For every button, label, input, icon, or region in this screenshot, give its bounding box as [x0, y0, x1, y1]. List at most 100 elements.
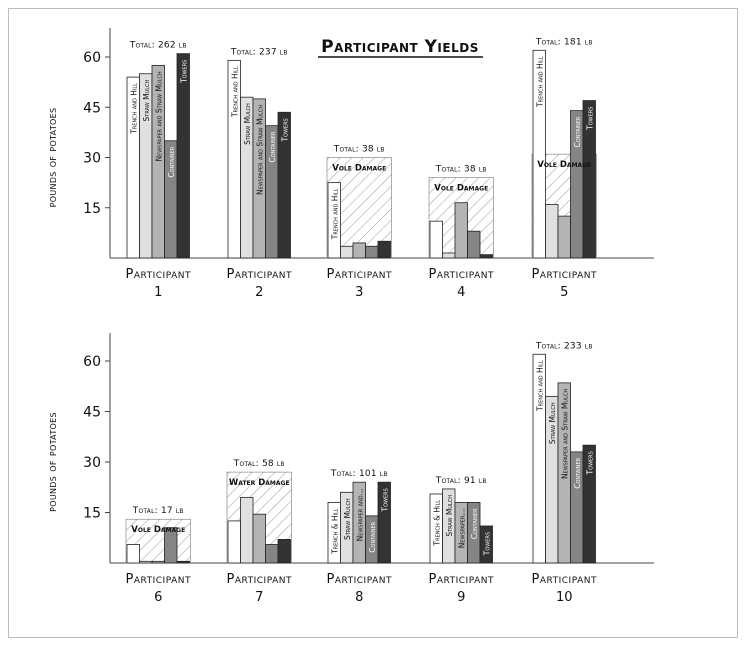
total-label: Total: 38 lb: [435, 165, 487, 175]
bar-label: Newspaper and Straw Mulch: [154, 71, 163, 161]
bar-label: Trench and Hill: [330, 188, 339, 240]
bar-container: [365, 245, 379, 259]
participant-number: 5: [560, 285, 568, 300]
y-tick-label: 30: [83, 151, 101, 167]
bar-label: Container: [573, 116, 582, 147]
total-label: Total: 237 lb: [230, 47, 288, 57]
bar-straw: [442, 252, 456, 259]
total-label: Total: 58 lb: [233, 459, 285, 469]
bar-label: Towers: [280, 118, 289, 142]
bar-towers: [277, 111, 291, 259]
bar-towers: [582, 100, 596, 259]
bar-straw: [240, 496, 254, 564]
participant-group-1: Trench and Hill Straw Mulch Newspaper and …: [126, 41, 191, 300]
participant-group-5: Trench and Hill Container Towers Vole Damag…: [532, 37, 597, 300]
bar-label: Trench and Hill: [230, 66, 239, 118]
bar-label: Straw Mulch: [445, 495, 454, 537]
participant-group-2: Trench and Hill Straw Mulch Newspaper and …: [227, 47, 292, 300]
bar-label: Straw Mulch: [343, 498, 352, 540]
bar-trench: [429, 220, 443, 259]
total-label: Total: 233 lb: [535, 341, 593, 351]
bar-label: Newspaper...: [457, 508, 466, 548]
bar-towers: [377, 240, 391, 259]
bar-label: Container: [268, 131, 277, 162]
bar-newspaper: [151, 560, 165, 564]
participant-number: 10: [556, 590, 573, 605]
bar-container: [467, 230, 481, 259]
bar-label: Newspaper and Straw Mulch: [255, 105, 264, 195]
participant-number: 7: [255, 590, 263, 605]
bar-towers: [176, 560, 190, 564]
bar-label: Straw Mulch: [243, 103, 252, 145]
bar-newspaper: [252, 513, 266, 564]
damage-label: Water Damage: [229, 478, 290, 488]
y-tick-label: 60: [83, 50, 101, 66]
participant-number: 2: [255, 285, 263, 300]
participant-label: Participant: [126, 267, 191, 282]
bar-label: Towers: [179, 60, 188, 84]
participant-number: 9: [457, 590, 465, 605]
participant-number: 8: [355, 590, 363, 605]
participant-label: Participant: [327, 267, 392, 282]
total-label: Total: 17 lb: [132, 506, 184, 516]
participant-number: 1: [154, 285, 162, 300]
bar-trench: [126, 544, 140, 564]
bar-label: Towers: [380, 488, 389, 512]
y-axis-label: pounds of potatoes: [45, 108, 59, 208]
bar-container: [265, 544, 279, 564]
y-tick-label: 15: [83, 201, 101, 217]
participant-label: Participant: [227, 267, 292, 282]
participant-number: 3: [355, 285, 363, 300]
bar-label: Trench & Hill: [432, 500, 441, 547]
bar-label: Newspaper and...: [355, 488, 364, 541]
damage-label: Vole Damage: [332, 164, 386, 174]
y-tick-label: 45: [83, 405, 101, 421]
damage-label: Vole Damage: [434, 184, 488, 194]
y-tick-label: 30: [83, 455, 101, 471]
bar-towers: [582, 444, 596, 564]
bar-label: Trench and Hill: [535, 360, 544, 412]
bar-container: [164, 527, 178, 564]
bar-towers: [479, 254, 493, 259]
bar-label: Towers: [482, 532, 491, 556]
participant-number: 4: [457, 285, 465, 300]
bar-label: Towers: [585, 107, 594, 131]
participant-group-10: Trench and Hill Straw Mulch Newspaper and …: [532, 341, 597, 605]
bar-newspaper: [454, 202, 468, 259]
total-label: Total: 101 lb: [330, 469, 388, 479]
bar-label: Container: [573, 457, 582, 488]
bar-trench: [327, 182, 341, 259]
participant-group-9: Trench & Hill Straw Mulch Newspaper... Cont…: [429, 476, 494, 605]
total-label: Total: 91 lb: [435, 476, 487, 486]
bar-label: Container: [167, 146, 176, 177]
y-tick-label: 15: [83, 506, 101, 522]
participant-group-4: Vole Damage Total: 38 lb Participant 4: [429, 165, 494, 300]
bar-straw: [340, 245, 354, 259]
figure-frame: [8, 8, 738, 638]
chart-panel-2: 15 30 45 60 pounds of potatoes Vole Damage Tot…: [45, 333, 654, 605]
damage-label: Vole Damage: [537, 160, 591, 170]
bar-trench: [227, 520, 241, 564]
bar-towers: [277, 539, 291, 564]
bar-straw: [545, 203, 559, 259]
bar-label: Straw Mulch: [548, 402, 557, 444]
bar-towers: [479, 525, 493, 564]
participant-label: Participant: [227, 572, 292, 587]
damage-label: Vole Damage: [131, 525, 185, 535]
participant-group-6: Vole Damage Total: 17 lb Participant 6: [126, 506, 191, 605]
bar-towers: [377, 481, 391, 564]
bar-newspaper: [352, 242, 366, 259]
bar-towers: [176, 53, 190, 259]
participant-group-8: Trench & Hill Straw Mulch Newspaper and...…: [327, 469, 392, 605]
participant-label: Participant: [532, 572, 597, 587]
participant-number: 6: [154, 590, 162, 605]
bar-newspaper: [557, 215, 571, 259]
total-label: Total: 181 lb: [535, 37, 593, 47]
total-label: Total: 262 lb: [129, 41, 187, 51]
participant-label: Participant: [532, 267, 597, 282]
y-tick-label: 45: [83, 100, 101, 116]
y-tick-label: 60: [83, 354, 101, 370]
bar-label: Container: [368, 521, 377, 552]
